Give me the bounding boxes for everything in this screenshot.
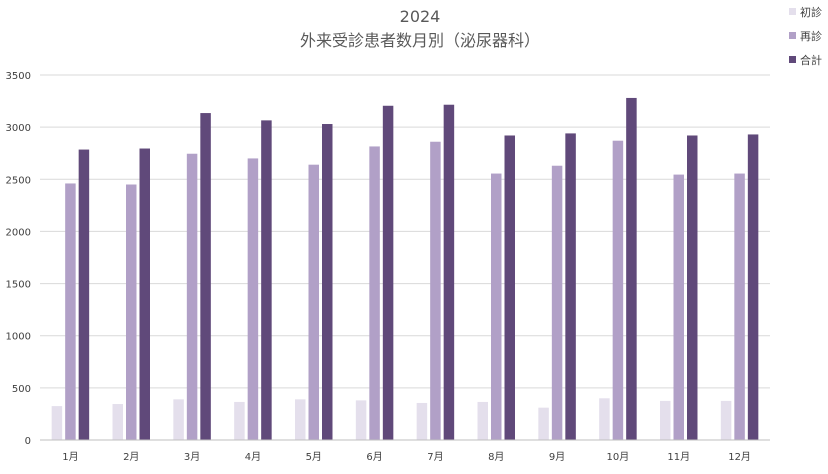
bar-3-5 <box>322 124 333 440</box>
bar-3-4 <box>261 120 272 440</box>
y-tick-label: 1500 <box>6 280 31 291</box>
bar-2-7 <box>430 141 441 440</box>
x-tick-label: 5月 <box>306 451 322 463</box>
x-tick-label: 11月 <box>667 451 690 463</box>
bar-1-12 <box>720 400 732 440</box>
bar-2-3 <box>186 153 198 440</box>
bar-3-7 <box>443 104 455 440</box>
y-tick-label: 500 <box>12 384 31 395</box>
legend-label: 再診 <box>800 29 822 43</box>
bar-1-10 <box>599 398 610 440</box>
bar-2-10 <box>612 140 624 440</box>
bar-3-10 <box>626 97 637 440</box>
legend-swatch <box>789 32 796 39</box>
bar-3-2 <box>139 148 150 440</box>
bar-2-5 <box>308 164 319 440</box>
x-tick-label: 4月 <box>245 451 261 463</box>
bar-3-12 <box>747 134 759 440</box>
legend-label: 合計 <box>800 53 822 67</box>
x-tick-label: 2月 <box>123 451 139 463</box>
bar-3-8 <box>504 135 515 440</box>
bar-1-2 <box>112 404 123 440</box>
bar-2-4 <box>247 158 259 440</box>
bar-1-11 <box>660 400 671 440</box>
x-tick-label: 8月 <box>488 451 504 463</box>
bar-1-3 <box>173 399 184 440</box>
gridlines <box>40 74 770 389</box>
x-tick-label: 3月 <box>184 451 200 463</box>
x-axis-ticks: 1月 2月 3月 4月 5月 6月 7月 8月 9月 10月 11月 12月 <box>62 451 751 463</box>
bar-3-9 <box>565 133 576 440</box>
bar-2-1 <box>65 183 76 440</box>
legend-swatch <box>789 8 796 15</box>
bar-1-9 <box>538 407 549 440</box>
y-tick-label: 0 <box>25 436 31 447</box>
y-tick-label: 3000 <box>6 123 31 134</box>
bar-1-6 <box>355 400 367 440</box>
x-tick-label: 1月 <box>62 451 78 463</box>
legend-swatch <box>789 56 796 63</box>
bar-1-1 <box>51 406 63 440</box>
bar-3-1 <box>78 149 90 441</box>
x-tick-label: 7月 <box>427 451 443 463</box>
y-tick-label: 3500 <box>6 71 31 82</box>
bar-3-3 <box>200 113 211 441</box>
x-tick-label: 10月 <box>607 451 630 463</box>
bar-1-5 <box>295 399 306 440</box>
x-tick-label: 9月 <box>549 451 565 463</box>
bar-2-6 <box>369 146 380 440</box>
bar-2-2 <box>126 184 137 440</box>
bar-2-11 <box>673 174 684 441</box>
y-axis-ticks: 0 500 1000 1500 2000 2500 3000 3500 <box>6 71 31 447</box>
bar-3-11 <box>687 135 698 440</box>
y-tick-label: 2500 <box>6 175 31 186</box>
chart-subtitle: 外来受診患者数月別（泌尿器科） <box>300 31 540 50</box>
x-tick-label: 6月 <box>366 451 382 463</box>
y-tick-label: 2000 <box>6 227 31 238</box>
bar-3-6 <box>382 105 394 440</box>
bar-2-12 <box>734 173 745 441</box>
bars <box>51 97 759 441</box>
bar-1-4 <box>234 401 245 440</box>
legend-label: 初診 <box>800 5 822 19</box>
x-tick-label: 12月 <box>728 451 751 463</box>
bar-1-8 <box>477 401 488 440</box>
y-tick-label: 1000 <box>6 332 31 343</box>
bar-1-7 <box>416 402 428 440</box>
bar-2-8 <box>491 173 502 441</box>
chart-title: 2024 <box>400 7 441 26</box>
bar-2-9 <box>551 165 563 440</box>
